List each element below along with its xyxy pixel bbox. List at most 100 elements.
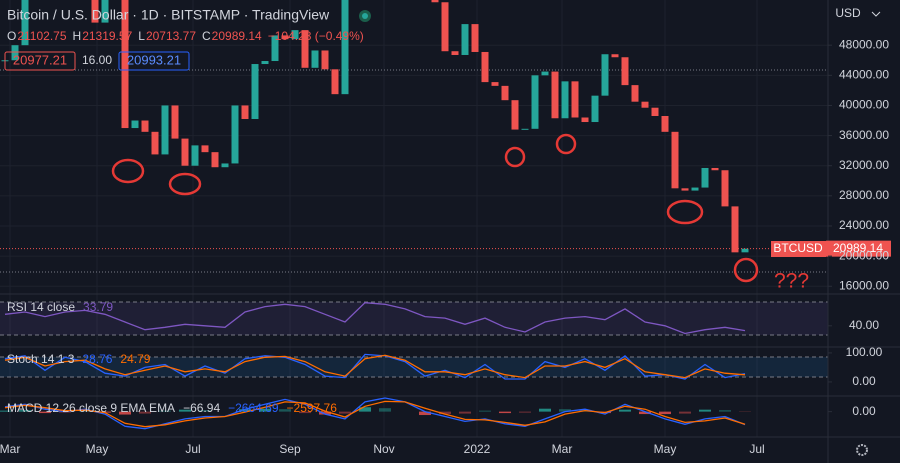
candle — [441, 2, 449, 52]
candle — [741, 248, 749, 253]
histogram-bar — [679, 411, 691, 414]
legend-value: 24.79 — [120, 352, 150, 366]
y-tick-label: 0.00 — [852, 374, 876, 388]
candle — [331, 69, 339, 95]
candle — [481, 51, 489, 83]
candle — [511, 100, 519, 130]
histogram-bar — [179, 409, 191, 412]
x-tick-label: Jul — [185, 442, 200, 456]
grid — [0, 0, 828, 437]
candle — [561, 81, 569, 119]
histogram-bar — [159, 410, 171, 412]
spread: 16.00 — [82, 53, 112, 67]
histogram-bar — [319, 411, 331, 415]
candle — [671, 131, 679, 189]
y-tick-label: 40.00 — [849, 318, 879, 332]
currency: USD — [835, 6, 861, 20]
candle — [581, 117, 589, 123]
histogram-bar — [359, 407, 371, 412]
legend-value: −2597.76 — [287, 401, 338, 415]
candle — [571, 81, 579, 118]
indicator-title: RSI 14 close — [7, 300, 75, 314]
histogram-bar — [279, 409, 291, 412]
candle — [311, 50, 319, 68]
x-tick-label: May — [654, 442, 677, 456]
histogram-bar — [659, 411, 671, 415]
histogram-bar — [379, 408, 391, 412]
x-tick-label: Sep — [279, 442, 301, 456]
histogram-bar — [39, 411, 51, 414]
candle — [201, 145, 209, 153]
circle — [733, 257, 759, 283]
candle — [611, 54, 619, 58]
price-tag-value: 20989.14 — [833, 241, 883, 255]
x-tick-label: Nov — [373, 442, 394, 456]
candle — [21, 0, 29, 46]
circle — [555, 133, 577, 155]
candle — [101, 0, 109, 23]
y-tick-label: 40000.00 — [839, 98, 889, 112]
candle — [11, 45, 19, 61]
dropdown-caret[interactable] — [871, 11, 881, 17]
candle — [91, 0, 99, 23]
y-tick-label: 48000.00 — [839, 37, 889, 51]
y-tick-label: 20000.00 — [839, 248, 889, 262]
candle — [211, 152, 219, 168]
candle — [291, 30, 299, 40]
legend-value: H — [73, 29, 82, 43]
y-tick-label: 100.00 — [846, 345, 883, 359]
y-tick-label: 16000.00 — [839, 278, 889, 292]
candle — [141, 120, 149, 132]
candle — [451, 51, 459, 55]
y-tick-label: 44000.00 — [839, 67, 889, 81]
candle — [471, 24, 479, 52]
candle — [121, 0, 129, 129]
circle — [168, 172, 202, 196]
legend-value: 28.76 — [82, 352, 112, 366]
candle — [621, 57, 629, 86]
legend-value: C — [202, 29, 211, 43]
histogram-bar — [299, 411, 311, 414]
candle — [601, 54, 609, 96]
indicator-line — [4, 302, 746, 335]
histogram-bar — [539, 408, 551, 412]
marks — [0, 0, 828, 430]
indicator-title: MACD 12 26 close 9 EMA EMA — [7, 401, 175, 415]
histogram-bar — [699, 409, 711, 412]
candle — [181, 138, 189, 166]
indicator-line — [4, 400, 746, 428]
histogram-bar — [499, 411, 511, 414]
histogram-bar — [199, 410, 211, 412]
ask-box[interactable] — [118, 51, 190, 71]
legend-value: 21319.57 — [82, 29, 132, 43]
candle — [681, 188, 689, 191]
x-tick-label: Mar — [552, 442, 573, 456]
legend-value: 20713.77 — [146, 29, 196, 43]
histogram-bar — [339, 411, 351, 414]
candle — [521, 128, 529, 130]
bid-box[interactable] — [4, 51, 76, 71]
rsi-band — [0, 302, 828, 335]
annotation: ??? — [774, 270, 809, 293]
candle — [661, 116, 669, 132]
histogram-bar — [119, 411, 131, 415]
symbol: BTCUSD — [773, 241, 823, 255]
candle — [631, 85, 639, 102]
legend-value: −2664.69 — [228, 401, 279, 415]
legend-value: −104.28 (−0.49%) — [268, 29, 364, 43]
candle — [591, 95, 599, 123]
histogram-bar — [519, 411, 531, 413]
y-tick-label: 0.00 — [852, 404, 876, 418]
x-tick-label: Jul — [749, 442, 764, 456]
histogram-bar — [239, 409, 251, 412]
settings-icon[interactable] — [856, 444, 868, 456]
candle — [151, 131, 159, 155]
circle — [111, 158, 145, 184]
circle — [666, 199, 704, 225]
candle — [171, 105, 179, 139]
histogram-bar — [559, 409, 571, 412]
candle — [301, 30, 309, 68]
histogram-bar — [259, 408, 271, 412]
stoch-band — [0, 357, 828, 377]
